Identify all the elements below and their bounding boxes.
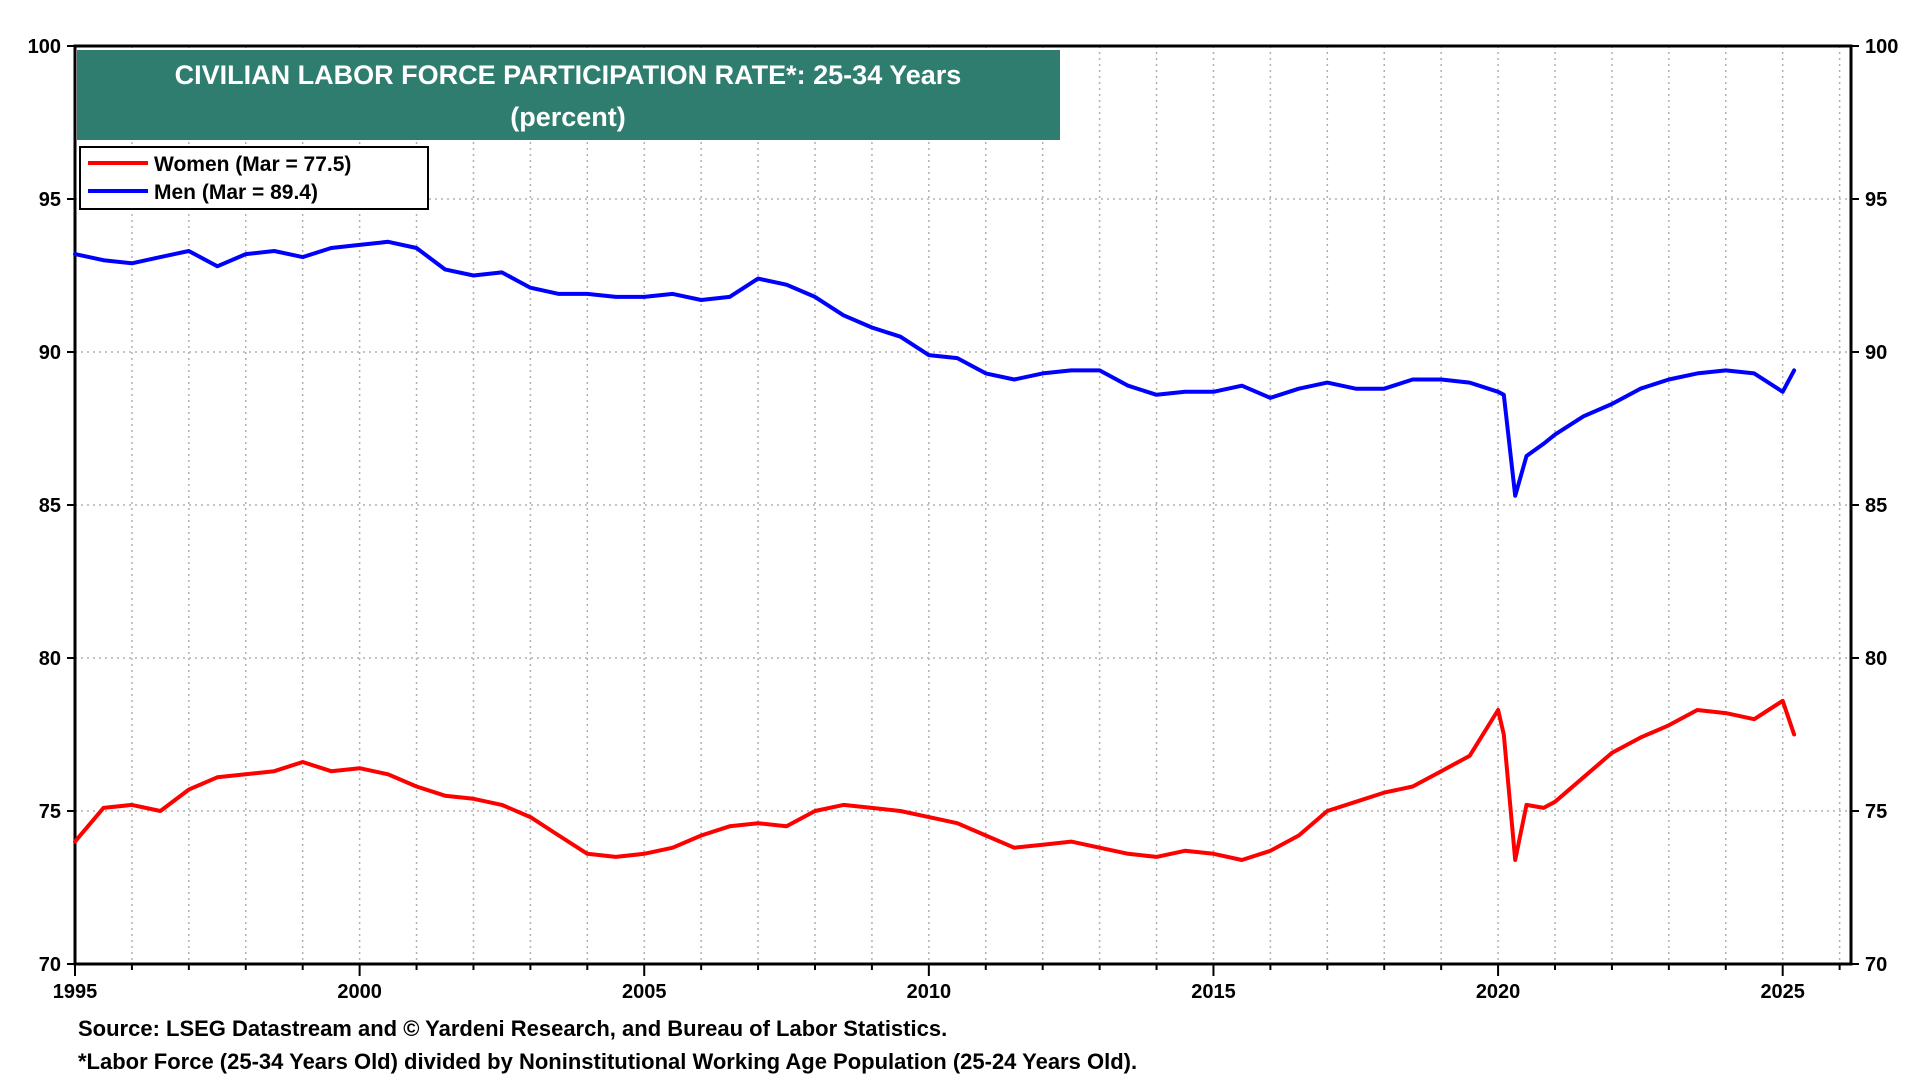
legend-box (79, 146, 429, 210)
legend-label-men: Men (Mar = 89.4) (154, 181, 318, 204)
series-lines (73, 239, 1797, 862)
x-tick-label: 2020 (1476, 981, 1521, 1003)
y-axis-right: 70 75 80 85 90 95 100 (1851, 36, 1898, 976)
x-tick-label: 2005 (622, 981, 667, 1003)
y-tick-label-right: 90 (1865, 342, 1887, 364)
chart-title: CIVILIAN LABOR FORCE PARTICIPATION RATE*… (175, 60, 962, 90)
y-tick-label-left: 90 (39, 342, 61, 364)
footnote: *Labor Force (25-34 Years Old) divided b… (78, 1049, 1138, 1074)
title-background (77, 50, 1060, 140)
x-tick-label: 2000 (337, 981, 382, 1003)
chart-subtitle: (percent) (510, 102, 626, 132)
x-tick-label: 2010 (907, 981, 952, 1003)
y-tick-label-left: 85 (39, 495, 61, 517)
x-tick-label: 1995 (53, 981, 98, 1003)
y-tick-label-right: 100 (1865, 36, 1898, 58)
title-box: CIVILIAN LABOR FORCE PARTICIPATION RATE*… (77, 50, 1060, 140)
y-tick-label-left: 70 (39, 954, 61, 976)
x-tick-label: 2015 (1191, 981, 1236, 1003)
y-tick-label-right: 95 (1865, 189, 1887, 211)
x-tick-label: 2025 (1760, 981, 1805, 1003)
legend-label-women: Women (Mar = 77.5) (154, 153, 351, 176)
y-axis-left: 70 75 80 85 90 95 100 (28, 36, 75, 976)
y-tick-label-right: 70 (1865, 954, 1887, 976)
gridlines (75, 46, 1851, 964)
y-tick-label-right: 80 (1865, 648, 1887, 670)
y-tick-label-right: 75 (1865, 801, 1887, 823)
y-tick-label-left: 80 (39, 648, 61, 670)
y-tick-label-left: 95 (39, 189, 61, 211)
legend: Women (Mar = 77.5) Men (Mar = 89.4) (79, 146, 429, 210)
y-tick-label-right: 85 (1865, 495, 1887, 517)
series-line-men (73, 239, 1797, 498)
y-tick-label-left: 75 (39, 801, 61, 823)
y-tick-label-left: 100 (28, 36, 61, 58)
x-axis: 1995 2000 2005 2010 2015 2020 2025 (53, 964, 1841, 1003)
source-note: Source: LSEG Datastream and © Yardeni Re… (78, 1016, 948, 1041)
series-line-women (73, 698, 1797, 862)
